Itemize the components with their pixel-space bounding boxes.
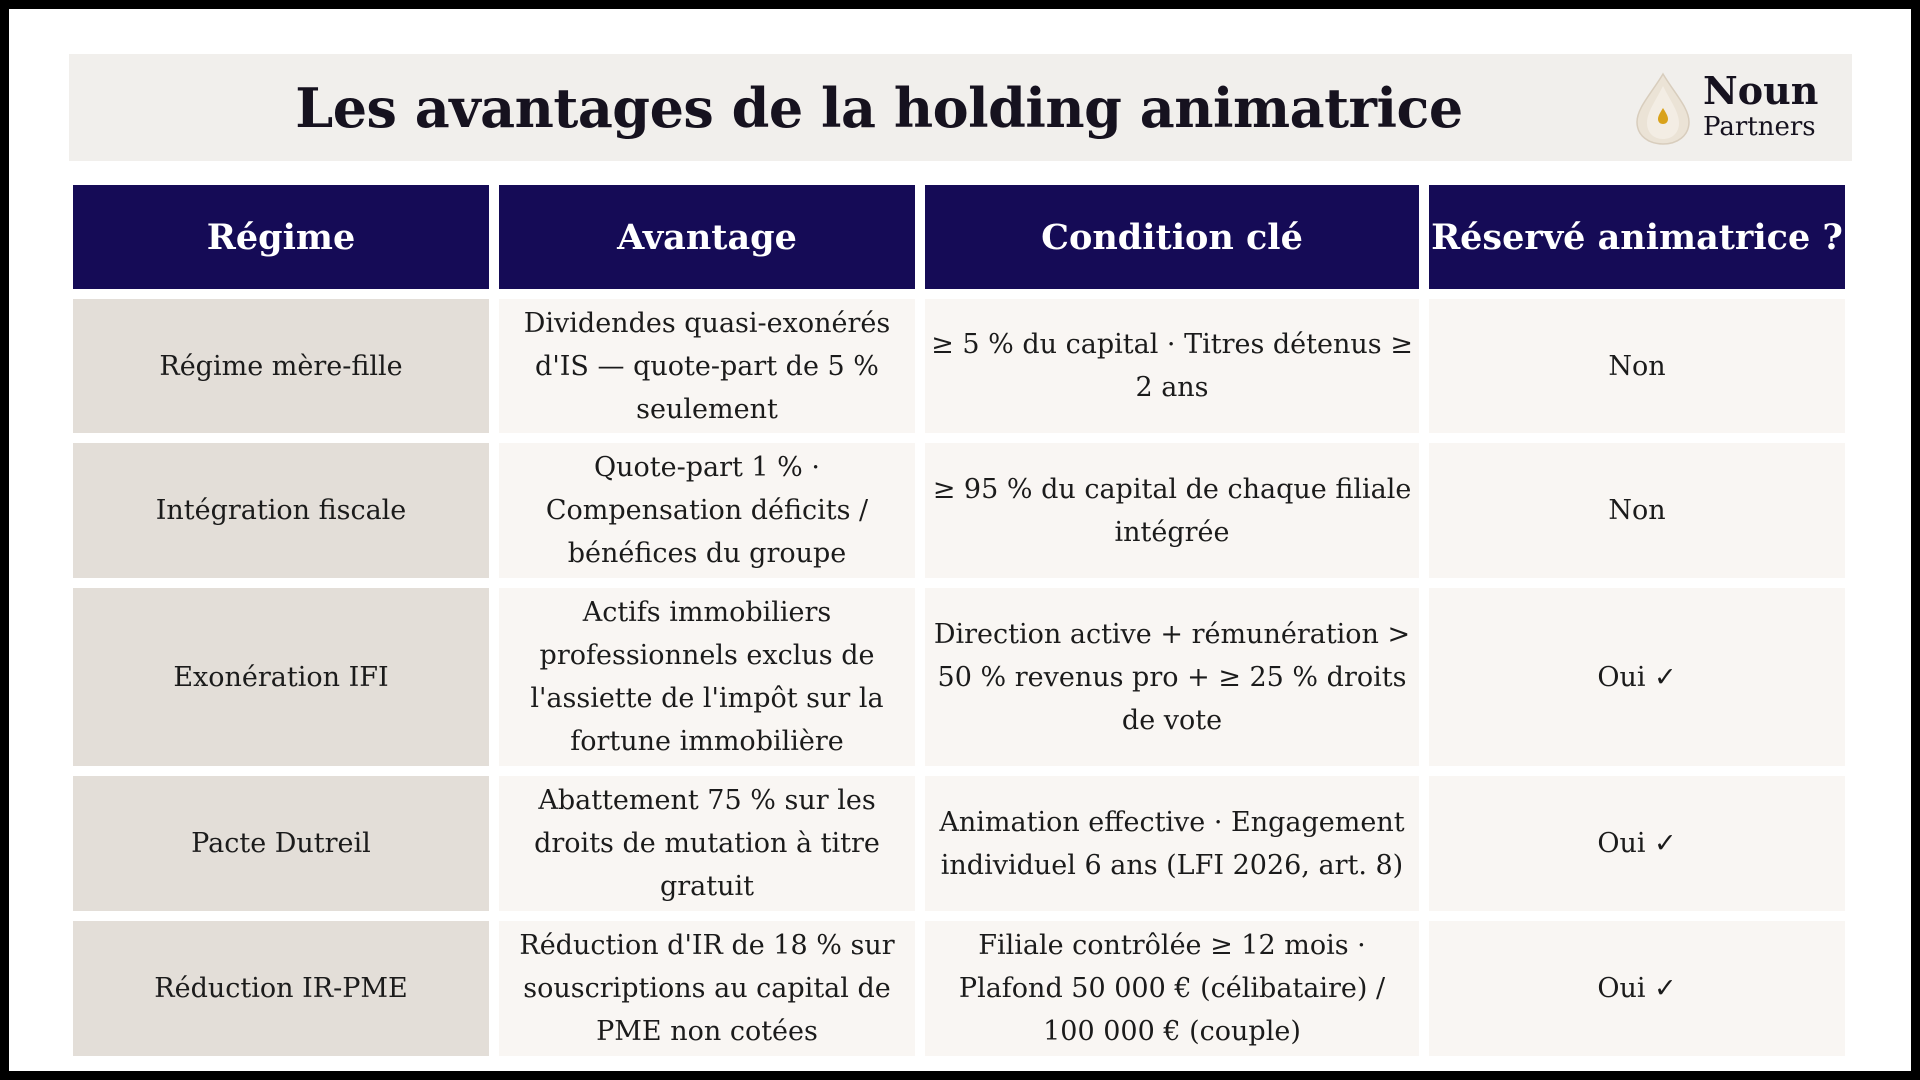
- slide-title: Les avantages de la holding animatrice: [295, 75, 1463, 140]
- cell-avantage: Actifs immobiliers professionnels exclus…: [499, 588, 915, 766]
- cell-avantage: Réduction d'IR de 18 % sur souscriptions…: [499, 921, 915, 1056]
- cell-text: Réduction d'IR de 18 % sur souscriptions…: [519, 930, 895, 1047]
- cell-condition: Direction active + rémunération > 50 % r…: [925, 588, 1419, 766]
- cell-text: Exonération IFI: [173, 661, 389, 693]
- cell-text: Animation effective · Engagement individ…: [939, 806, 1405, 881]
- logo-word-noun: Noun: [1703, 68, 1819, 113]
- cell-text: Intégration fiscale: [155, 495, 407, 526]
- cell-text: Abattement 75 % sur les droits de mutati…: [534, 785, 880, 902]
- cell-text: Oui ✓: [1597, 973, 1677, 1004]
- header-regime: Régime: [73, 185, 489, 289]
- cell-text: ≥ 95 % du capital de chaque filiale inté…: [932, 473, 1412, 548]
- cell-text: Actifs immobiliers professionnels exclus…: [530, 597, 884, 757]
- cell-condition: ≥ 5 % du capital · Titres détenus ≥ 2 an…: [925, 299, 1419, 433]
- cell-condition: ≥ 95 % du capital de chaque filiale inté…: [925, 443, 1419, 578]
- cell-text: Oui ✓: [1597, 828, 1677, 859]
- cell-text: Régime mère-fille: [159, 350, 403, 382]
- cell-text: Oui ✓: [1597, 661, 1677, 693]
- cell-avantage: Quote-part 1 % · Compensation déficits /…: [499, 443, 915, 578]
- brand-logo: Noun Partners: [1631, 68, 1819, 148]
- cell-regime: Pacte Dutreil: [73, 776, 489, 911]
- cell-text: Direction active + rémunération > 50 % r…: [933, 618, 1411, 736]
- title-bar: Les avantages de la holding animatrice N…: [69, 54, 1852, 161]
- cell-text: Non: [1608, 495, 1666, 526]
- cell-text: Quote-part 1 % · Compensation déficits /…: [545, 452, 869, 569]
- cell-text: Filiale contrôlée ≥ 12 mois · Plafond 50…: [958, 930, 1386, 1047]
- cell-regime: Régime mère-fille: [73, 299, 489, 433]
- cell-condition: Filiale contrôlée ≥ 12 mois · Plafond 50…: [925, 921, 1419, 1056]
- cell-reserve: Non: [1429, 299, 1845, 433]
- slide: Les avantages de la holding animatrice N…: [9, 9, 1911, 1071]
- cell-avantage: Dividendes quasi-exonérés d'IS — quote-p…: [499, 299, 915, 433]
- logo-word-partners: Partners: [1703, 112, 1816, 142]
- cell-text: Pacte Dutreil: [191, 828, 371, 859]
- cell-regime: Intégration fiscale: [73, 443, 489, 578]
- header-condition: Condition clé: [925, 185, 1419, 289]
- cell-reserve: Non: [1429, 443, 1845, 578]
- cell-regime: Réduction IR-PME: [73, 921, 489, 1056]
- header-reserve: Réservé animatrice ?: [1429, 185, 1845, 289]
- cell-text: Réduction IR-PME: [154, 973, 408, 1004]
- drop-icon: [1636, 72, 1690, 145]
- cell-text: ≥ 5 % du capital · Titres détenus ≥ 2 an…: [931, 329, 1413, 403]
- cell-text: Non: [1608, 350, 1666, 382]
- cell-reserve: Oui ✓: [1429, 588, 1845, 766]
- cell-text: Dividendes quasi-exonérés d'IS — quote-p…: [523, 307, 891, 425]
- cell-condition: Animation effective · Engagement individ…: [925, 776, 1419, 911]
- advantages-table: Régime Avantage Condition clé Réservé an…: [73, 185, 1845, 1066]
- cell-regime: Exonération IFI: [73, 588, 489, 766]
- cell-reserve: Oui ✓: [1429, 776, 1845, 911]
- header-avantage: Avantage: [499, 185, 915, 289]
- cell-avantage: Abattement 75 % sur les droits de mutati…: [499, 776, 915, 911]
- cell-reserve: Oui ✓: [1429, 921, 1845, 1056]
